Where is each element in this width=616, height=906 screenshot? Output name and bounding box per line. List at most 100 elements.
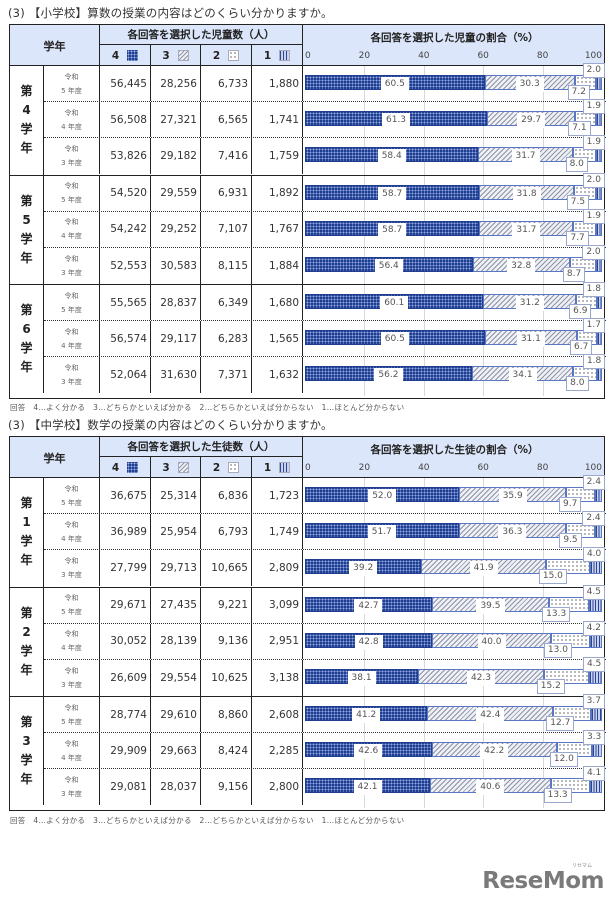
percent-label: 4.1 bbox=[582, 766, 606, 781]
junior-high-math-table: 学年 各回答を選択した生徒数（人） 4 3 2 1 各回答を選択した生徒の割合（%） 0 20 4… bbox=[9, 436, 606, 811]
bar-segment-answer-3: 34.1 bbox=[471, 366, 574, 383]
percent-label: 40.0 bbox=[477, 634, 506, 650]
percent-label: 52.0 bbox=[368, 489, 397, 504]
year-label: 3 年度 bbox=[61, 268, 82, 277]
grade-char: 2 bbox=[22, 624, 31, 639]
bar-segment-answer-4: 39.2 bbox=[305, 559, 422, 576]
percent-label: 56.2 bbox=[374, 368, 403, 383]
answer-code: 1 bbox=[263, 49, 272, 62]
bar-segment-answer-2: 12.0 bbox=[549, 742, 593, 767]
count-answer-3: 25,954 bbox=[151, 514, 201, 549]
survey-year: 令和 4 年度 bbox=[44, 623, 100, 659]
count-answer-4: 30,052 bbox=[100, 623, 151, 659]
bar-segment-answer-4: 60.5 bbox=[305, 75, 485, 92]
survey-year: 令和 4 年度 bbox=[44, 733, 100, 768]
survey-year: 令和 3 年度 bbox=[44, 550, 100, 586]
percent-label: 38.1 bbox=[347, 670, 376, 686]
count-answer-2: 6,793 bbox=[201, 514, 252, 549]
table-row: 令和 3 年度 27,799 29,713 10,665 2,809 39.2 41.9 15.… bbox=[44, 547, 606, 586]
bar-segment-answer-1: 1.8 bbox=[582, 354, 606, 381]
percent-label: 42.1 bbox=[353, 780, 382, 795]
bar-segment-answer-1: 4.5 bbox=[582, 656, 606, 684]
bar-segment-answer-2: 9.7 bbox=[559, 487, 595, 512]
grade-label: 第 5 学年 bbox=[10, 175, 44, 284]
percent-label: 35.9 bbox=[498, 489, 527, 504]
count-answer-2: 10,665 bbox=[201, 550, 252, 586]
table-row: 令和 3 年度 29,081 28,037 9,156 2,800 42.1 40.6 13.3… bbox=[44, 766, 606, 805]
bar-segment-answer-2: 6.9 bbox=[569, 294, 597, 319]
year-label: 5 年度 bbox=[61, 498, 82, 507]
answer-code: 4 bbox=[111, 49, 120, 62]
count-answer-1: 1,880 bbox=[252, 66, 303, 101]
percent-label: 13.3 bbox=[542, 606, 571, 622]
count-column-header: 各回答を選択した児童数（人） bbox=[100, 25, 303, 45]
bar-segment-answer-3: 42.2 bbox=[431, 742, 557, 759]
survey-year: 令和 3 年度 bbox=[44, 357, 100, 393]
percent-label: 60.1 bbox=[380, 296, 409, 311]
bar-segment-answer-4: 58.4 bbox=[305, 147, 479, 164]
stacked-bar: 61.3 29.7 7.1 1.9 bbox=[305, 99, 605, 136]
era-label: 令和 bbox=[64, 630, 79, 638]
bar-segment-answer-1: 3.3 bbox=[582, 730, 606, 757]
count-answer-2: 10,625 bbox=[201, 659, 252, 696]
stacked-bar: 42.8 40.0 13.0 4.2 bbox=[305, 620, 605, 658]
grade-label: 第 1 学年 bbox=[10, 478, 44, 587]
table-row: 令和 3 年度 52,064 31,630 7,371 1,632 56.2 34.1 8.0 1… bbox=[44, 354, 606, 393]
bar-segment-answer-3: 35.9 bbox=[459, 487, 567, 504]
bar-segment-answer-1: 1.7 bbox=[582, 318, 605, 345]
percent-label: 9.5 bbox=[559, 533, 582, 548]
survey-year: 令和 5 年度 bbox=[44, 478, 100, 513]
percent-label: 39.2 bbox=[349, 561, 378, 576]
pattern-swatch-icon bbox=[127, 50, 139, 61]
axis-tick-label: 40 bbox=[418, 463, 430, 473]
stacked-bar: 51.7 36.3 9.5 2.4 bbox=[305, 511, 605, 548]
survey-year: 令和 5 年度 bbox=[44, 587, 100, 623]
percent-label: 61.3 bbox=[381, 113, 411, 128]
count-answer-1: 2,608 bbox=[252, 697, 303, 732]
axis-tick-label: 20 bbox=[358, 51, 371, 61]
pattern-swatch-icon bbox=[228, 462, 240, 473]
bar-segment-answer-2: 15.2 bbox=[536, 668, 589, 694]
bar-segment-answer-3: 42.3 bbox=[418, 668, 544, 686]
bar-segment-answer-1: 1.9 bbox=[582, 135, 605, 162]
footnote-junior-high: 回答 4…よく分かる 3…どちらかといえば分かる 2…どちらかといえば分からない… bbox=[10, 816, 405, 825]
era-label: 令和 bbox=[64, 364, 79, 372]
percent-column-header: 各回答を選択した生徒の割合（%） bbox=[370, 443, 539, 456]
bar-segment-answer-2: 13.3 bbox=[543, 778, 591, 803]
axis-tick-label: 80 bbox=[536, 51, 549, 61]
percent-column-header: 各回答を選択した児童の割合（%） bbox=[370, 31, 539, 44]
axis-tick-label: 60 bbox=[477, 51, 489, 61]
percent-label: 32.8 bbox=[507, 258, 536, 274]
grade-char: 学 bbox=[20, 122, 33, 137]
count-answer-1: 1,632 bbox=[252, 357, 303, 393]
percent-label: 1.9 bbox=[582, 135, 605, 150]
count-answer-1: 2,285 bbox=[252, 733, 303, 768]
axis-tick-label: 0 bbox=[305, 463, 311, 473]
year-label: 5 年度 bbox=[61, 86, 82, 95]
stacked-bar: 42.7 39.5 13.3 4.5 bbox=[305, 584, 605, 622]
percent-label: 60.5 bbox=[380, 332, 409, 347]
table-row: 令和 5 年度 56,445 28,256 6,733 1,880 60.5 30.3 7.2 2… bbox=[44, 63, 606, 102]
count-answer-4: 28,774 bbox=[100, 697, 151, 732]
stacked-bar: 60.5 31.1 6.7 1.7 bbox=[305, 318, 605, 355]
table-header: 学年 各回答を選択した生徒数（人） 4 3 2 1 各回答を選択した生徒の割合（%） 0 20 4… bbox=[10, 437, 604, 478]
percent-label: 58.4 bbox=[377, 149, 406, 164]
grade-label: 第 3 学年 bbox=[10, 697, 44, 805]
era-label: 令和 bbox=[64, 703, 79, 712]
year-label: 5 年度 bbox=[61, 717, 82, 726]
bar-segment-answer-4: 52.0 bbox=[305, 487, 460, 504]
percent-label: 1.7 bbox=[582, 318, 605, 333]
year-label: 4 年度 bbox=[61, 341, 82, 350]
percent-label: 31.7 bbox=[512, 222, 541, 238]
era-label: 令和 bbox=[64, 666, 79, 675]
count-answer-3: 28,139 bbox=[151, 623, 201, 659]
count-answer-4: 54,242 bbox=[100, 211, 151, 247]
percent-label: 36.3 bbox=[498, 525, 527, 540]
era-label: 令和 bbox=[64, 254, 79, 263]
table-body: 第 4 学年令和 5 年度 56,445 28,256 6,733 1,880 60.5 30.3… bbox=[10, 63, 606, 396]
count-answer-4: 56,574 bbox=[100, 321, 151, 356]
pattern-swatch-icon bbox=[177, 50, 189, 61]
survey-year: 令和 3 年度 bbox=[44, 138, 100, 174]
count-answer-1: 1,749 bbox=[252, 514, 303, 549]
table-row: 令和 3 年度 53,826 29,182 7,416 1,759 58.4 31.7 8.0 1… bbox=[44, 135, 606, 174]
